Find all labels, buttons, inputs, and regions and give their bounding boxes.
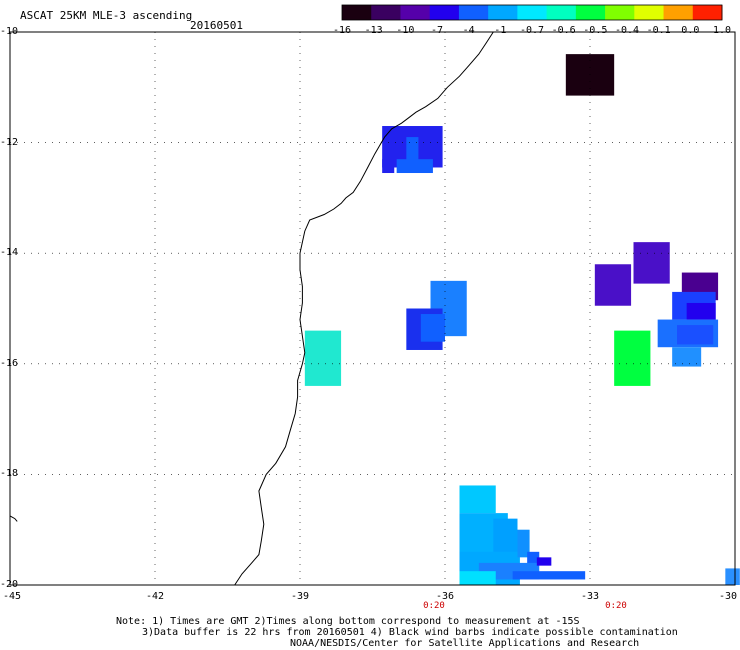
latitude-label: -20 (0, 579, 19, 590)
colorbar (341, 4, 723, 21)
colorbar-tick-label: -10 (396, 25, 415, 36)
colorbar-tick-label: 1.0 (712, 25, 732, 36)
coastline (9, 31, 494, 586)
colorbar-tick-label: -7 (430, 25, 444, 36)
wind-cell (677, 325, 714, 345)
colorbar-segment (458, 5, 489, 20)
wind-cell (406, 137, 419, 165)
wind-cell (527, 551, 540, 566)
latitude-label: -12 (0, 136, 19, 148)
wind-cell (672, 347, 702, 367)
wind-cell (536, 557, 552, 566)
colorbar-tick-label: -13 (364, 25, 383, 36)
colorbar-segment (400, 5, 431, 20)
latitude-label: -14 (0, 247, 19, 259)
plot-frame (9, 31, 736, 586)
colorbar-segment (634, 5, 665, 20)
colorbar-segment (546, 5, 577, 20)
island-path (9, 515, 18, 522)
colorbar-segment (692, 5, 723, 20)
longitude-label: -36 (435, 591, 455, 602)
colorbar-segment (605, 5, 635, 20)
latitude-label: -16 (0, 357, 19, 369)
wind-cell (382, 159, 395, 174)
time-label-2: 0:20 (605, 601, 627, 611)
wind-cell (725, 568, 740, 585)
note-line-1: Note: 1) Times are GMT 2)Times along bot… (116, 616, 580, 627)
longitude-label: -30 (718, 591, 738, 602)
note-line-2: 3)Data buffer is 22 hrs from 20160501 4)… (142, 627, 678, 638)
chart-title: ASCAT 25KM MLE-3 ascending (20, 9, 193, 22)
colorbar-tick-label: 0.0 (681, 25, 700, 36)
wind-cell (459, 485, 496, 514)
colorbar-tick-label: -16 (332, 25, 352, 36)
wind-cell (512, 571, 586, 580)
grid-lines (9, 31, 736, 586)
colorbar-tick-label: -4 (462, 25, 475, 36)
longitude-label: -42 (145, 591, 165, 602)
longitude-label: -33 (580, 591, 600, 602)
time-label-1: 0:20 (423, 601, 445, 611)
colorbar-tick-label: -0.6 (551, 25, 576, 36)
colorbar-tick-label: -0.5 (583, 25, 608, 36)
chart-date: 20160501 (190, 19, 243, 32)
wind-cell (396, 159, 433, 174)
colorbar-labels: -16 -13 -10 -7 -4 -1 -0.7 -0.6 -0.5 -0.4 -0.1 0.0 1.… (0, 25, 740, 37)
colorbar-tick-label: -1 (494, 25, 507, 36)
wind-cell (633, 242, 670, 284)
colorbar-segment (371, 5, 401, 20)
colorbar-segment (575, 5, 606, 20)
colorbar-segment (488, 5, 518, 20)
colorbar-tick-label: -0.1 (646, 25, 671, 36)
colorbar-segment (429, 5, 460, 20)
coastline-path (234, 31, 494, 586)
wind-cells (304, 54, 740, 585)
wind-cell (459, 571, 496, 585)
wind-cell (517, 529, 530, 558)
colorbar-segment (663, 5, 694, 20)
longitude-label: -45 (2, 591, 22, 602)
colorbar-segment (517, 5, 548, 20)
wind-cell (420, 314, 445, 342)
latitude-label: -10 (0, 26, 19, 37)
colorbar-frame (341, 4, 723, 21)
latitude-label: -18 (0, 468, 19, 480)
wind-cell (686, 302, 716, 320)
longitude-label: -39 (290, 591, 310, 602)
wind-cell (594, 264, 632, 306)
colorbar-tick-label: -0.7 (519, 25, 545, 36)
colorbar-tick-label: -0.4 (614, 25, 640, 36)
colorbar-segment (342, 5, 372, 20)
wind-cell (614, 330, 651, 386)
note-line-3: NOAA/NESDIS/Center for Satellite Applica… (290, 638, 640, 649)
wind-cell (304, 330, 342, 386)
